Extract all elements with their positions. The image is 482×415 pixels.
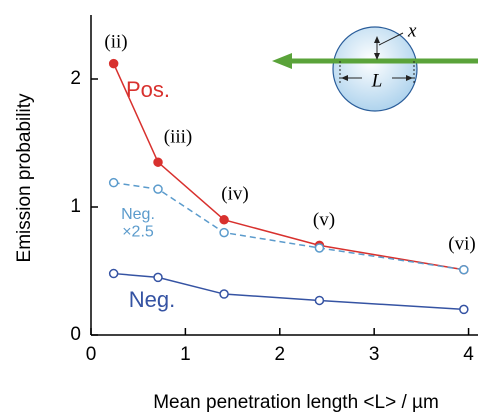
diagram-label: x bbox=[407, 20, 417, 41]
plot-area: 0 1 2 0 1 2 3 4 Pos. Neg. ×2.5 Neg. bbox=[70, 15, 478, 365]
dimension bbox=[341, 75, 348, 81]
legend-label: Pos. bbox=[126, 77, 170, 102]
annotation: (vi) bbox=[448, 233, 475, 254]
point bbox=[219, 215, 229, 225]
x-tick-label: 1 bbox=[180, 344, 191, 365]
point bbox=[153, 272, 163, 283]
point bbox=[108, 268, 119, 279]
diagram: x L bbox=[272, 20, 478, 112]
leader bbox=[378, 32, 404, 46]
x-tick-label: 0 bbox=[86, 344, 97, 365]
dimension bbox=[406, 75, 413, 81]
point bbox=[459, 304, 469, 315]
point bbox=[108, 177, 119, 188]
annotation: (ii) bbox=[104, 31, 127, 52]
point bbox=[459, 264, 469, 275]
annotation: (v) bbox=[313, 209, 335, 230]
point bbox=[153, 184, 163, 194]
diagram-label: L bbox=[371, 70, 383, 91]
y-axis-label: Emission probability bbox=[14, 93, 35, 262]
legend-label: Neg. bbox=[129, 287, 175, 312]
series-line bbox=[113, 181, 464, 271]
legend-label: Neg. ×2.5 bbox=[121, 206, 155, 241]
x-tick-label: 2 bbox=[274, 344, 285, 365]
point bbox=[153, 157, 163, 167]
dimension bbox=[374, 36, 380, 43]
y-tick-label: 2 bbox=[70, 68, 81, 89]
x-tick-label: 3 bbox=[369, 344, 380, 365]
arrow-head bbox=[272, 53, 292, 69]
x-axis-label: Mean penetration length <L> / µm bbox=[153, 392, 439, 413]
annotation: (iv) bbox=[221, 183, 248, 204]
point bbox=[219, 227, 229, 238]
point bbox=[314, 243, 325, 253]
point bbox=[219, 289, 229, 299]
dimension bbox=[374, 53, 380, 60]
y-tick-label: 1 bbox=[70, 196, 81, 217]
y-tick-label: 0 bbox=[70, 324, 81, 345]
point bbox=[314, 295, 325, 306]
sphere bbox=[332, 26, 418, 112]
point bbox=[108, 58, 119, 69]
x-tick-label: 4 bbox=[463, 344, 474, 365]
annotation: (iii) bbox=[164, 126, 193, 147]
